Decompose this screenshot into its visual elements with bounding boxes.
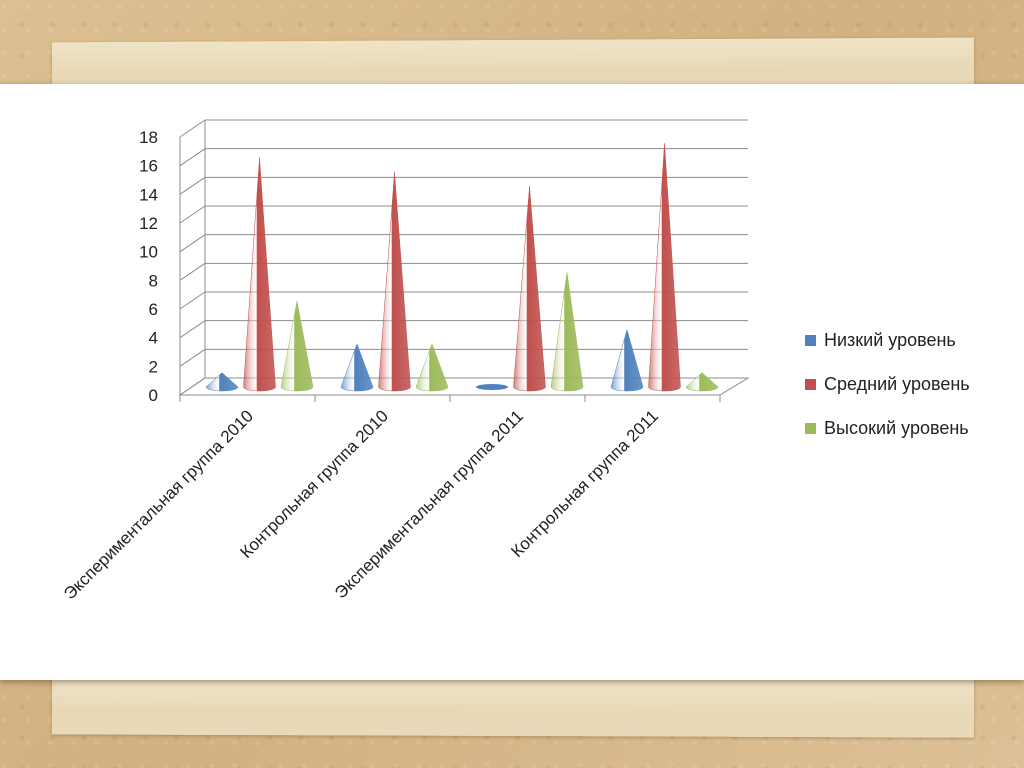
chart-floor	[178, 377, 750, 396]
cone-2-0	[476, 384, 508, 390]
cone-1-1	[378, 171, 411, 392]
legend-label: Высокий уровень	[824, 418, 969, 438]
cone-mark	[243, 157, 276, 392]
cone-0-1	[243, 157, 276, 392]
gridline-side	[179, 119, 206, 138]
y-tick-label: 18	[139, 128, 158, 147]
gridline-side	[179, 148, 206, 167]
legend-swatch	[805, 423, 816, 434]
cone-1-2	[415, 343, 449, 392]
gridline-side	[179, 291, 206, 310]
y-tick-label: 4	[149, 329, 158, 348]
cone-3-2	[685, 372, 719, 392]
x-category-label: Контрольная группа 2011	[507, 406, 662, 561]
cone-mark	[610, 328, 644, 392]
gridline-side	[179, 234, 206, 253]
legend-label: Средний уровень	[824, 374, 970, 394]
cone-0-2	[280, 300, 314, 392]
legend-swatch	[805, 379, 816, 390]
legend-swatch	[805, 335, 816, 346]
cone-mark	[648, 143, 681, 392]
gridline-side	[179, 205, 206, 224]
y-tick-label: 8	[149, 271, 158, 290]
y-tick-label: 14	[139, 185, 158, 204]
cone-mark	[340, 343, 374, 392]
gridline-side	[179, 348, 206, 367]
cone-1-0	[340, 343, 374, 392]
cone-mark	[476, 384, 508, 390]
cone-mark	[280, 300, 314, 392]
gridline-side	[179, 320, 206, 339]
cone-mark	[550, 272, 584, 392]
cone-mark	[513, 186, 546, 392]
cone-mark	[415, 343, 449, 392]
y-tick-label: 16	[139, 157, 158, 176]
cone-mark	[205, 372, 239, 392]
gridline-side	[179, 262, 206, 281]
y-axis: 0 2 4 6 8 10 12 14 16 18	[139, 128, 158, 405]
y-tick-label: 6	[149, 300, 158, 319]
y-tick-label: 10	[139, 243, 158, 262]
cone-0-0	[205, 372, 239, 392]
y-tick-label: 2	[149, 357, 158, 376]
chart-cones	[205, 143, 719, 392]
cone-3-0	[610, 328, 644, 392]
x-category-label: Контрольная группа 2010	[237, 406, 393, 562]
chart-legend: Низкий уровень Средний уровень Высокий уро…	[805, 330, 970, 438]
cone-3-1	[648, 143, 681, 392]
x-axis-labels: Экспериментальная группа 2010Контрольная…	[60, 406, 662, 603]
slide-background	[0, 84, 1024, 680]
legend-label: Низкий уровень	[824, 330, 956, 350]
x-category-label: Экспериментальная группа 2010	[60, 406, 257, 603]
cone-2-2	[550, 272, 584, 392]
y-tick-label: 12	[139, 214, 158, 233]
cone-mark	[685, 372, 719, 392]
cone-2-1	[513, 186, 546, 392]
cone-mark	[378, 171, 411, 392]
gridline-side	[179, 176, 206, 195]
y-tick-label: 0	[149, 386, 158, 405]
